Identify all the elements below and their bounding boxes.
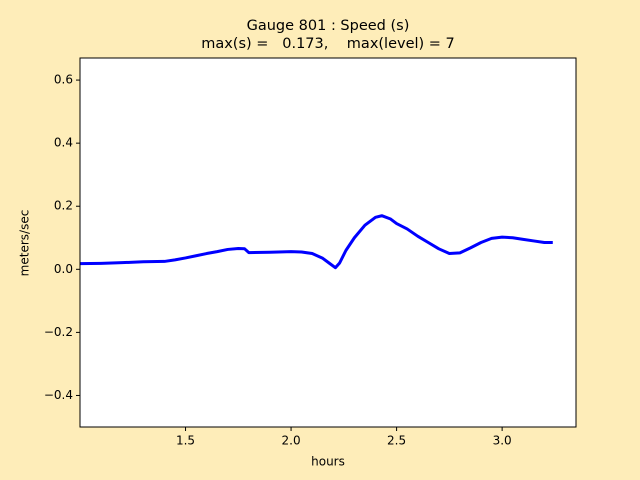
chart-title: Gauge 801 : Speed (s) [247, 18, 410, 34]
chart-subtitle: max(s) = 0.173, max(level) = 7 [201, 36, 455, 52]
x-axis-label: hours [311, 455, 345, 469]
y-tick-label: 0.6 [54, 73, 73, 87]
y-tick-label: −0.2 [44, 325, 73, 339]
plot-area [80, 58, 576, 427]
axes-frame [79, 57, 577, 428]
data-line [79, 214, 553, 270]
x-tick-label: 3.0 [493, 434, 512, 448]
y-tick-label: 0.0 [54, 262, 73, 276]
y-tick-label: 0.2 [54, 199, 73, 213]
x-tick-label: 2.0 [282, 434, 301, 448]
y-tick-label: 0.4 [54, 136, 73, 150]
x-tick-label: 2.5 [387, 434, 406, 448]
y-tick-label: −0.4 [44, 388, 73, 402]
x-tick-label: 1.5 [176, 434, 195, 448]
y-axis-label: meters/sec [18, 210, 32, 277]
